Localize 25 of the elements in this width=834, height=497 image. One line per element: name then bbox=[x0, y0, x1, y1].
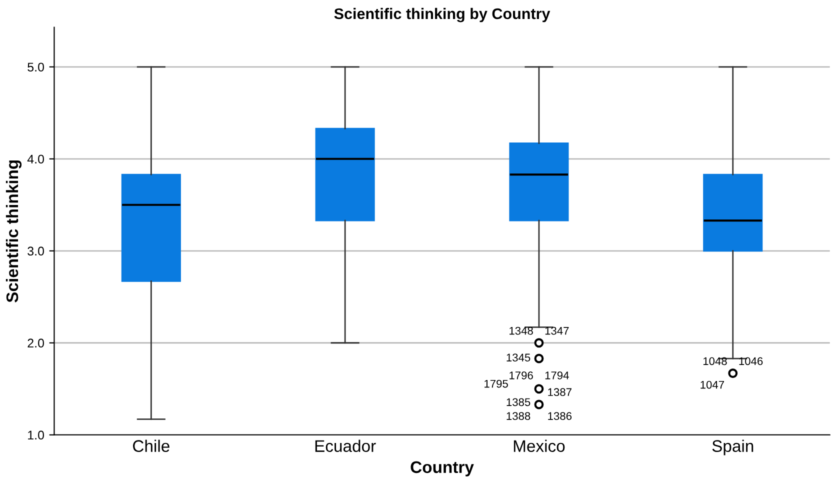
x-tick-label: Chile bbox=[133, 440, 170, 452]
annotation: 1796 bbox=[510, 371, 533, 380]
annotation: 1348 bbox=[510, 326, 533, 335]
annotation: 1046 bbox=[739, 357, 763, 366]
annotation: 1047 bbox=[700, 380, 724, 389]
y-axis-title: Scientific thinking bbox=[6, 160, 22, 302]
annotation: 1385 bbox=[506, 398, 530, 406]
annotation: 1795 bbox=[484, 380, 508, 388]
y-tick-label: 2.0 bbox=[28, 338, 44, 348]
chart-title: Scientific thinking by Country bbox=[334, 8, 550, 22]
x-tick-label: Spain bbox=[712, 440, 754, 456]
annotation: 1347 bbox=[545, 326, 569, 335]
annotation: 1345 bbox=[506, 354, 530, 362]
y-tick-label: 3.0 bbox=[28, 246, 44, 256]
x-tick-label: Mexico bbox=[514, 440, 565, 452]
annotation: 1388 bbox=[506, 412, 530, 420]
y-tick-label: 4.0 bbox=[27, 154, 44, 164]
x-tick-label: Ecuador bbox=[315, 440, 376, 452]
annotation: 1386 bbox=[548, 412, 572, 420]
y-tick-label: 1.0 bbox=[28, 430, 44, 440]
y-tick-label: 5.0 bbox=[28, 62, 44, 72]
annotation: 1387 bbox=[548, 388, 572, 396]
annotation: 1794 bbox=[545, 371, 569, 380]
x-axis-title: Country bbox=[410, 461, 474, 476]
annotation: 1048 bbox=[703, 357, 727, 366]
